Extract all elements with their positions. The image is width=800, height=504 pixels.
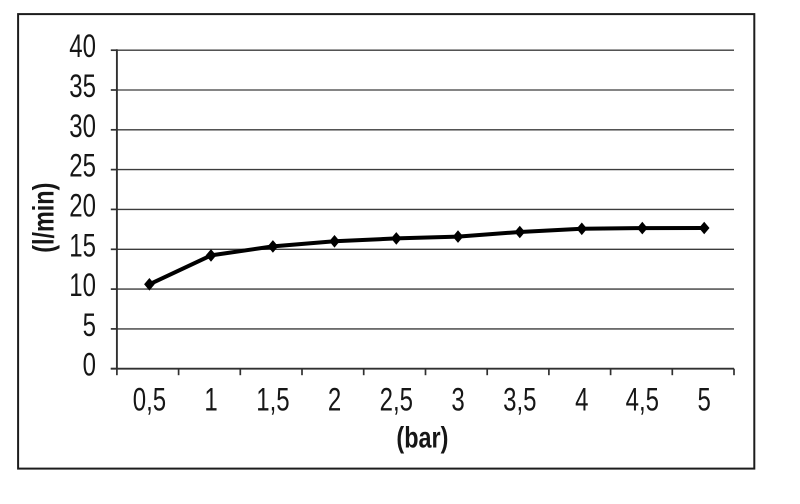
svg-text:0: 0 xyxy=(83,346,96,382)
svg-text:2: 2 xyxy=(328,381,341,417)
svg-text:5: 5 xyxy=(83,306,96,342)
svg-text:3: 3 xyxy=(451,381,464,417)
svg-text:40: 40 xyxy=(69,28,96,64)
svg-text:1: 1 xyxy=(204,381,217,417)
svg-text:0,5: 0,5 xyxy=(133,381,166,417)
svg-text:30: 30 xyxy=(69,107,96,143)
svg-text:15: 15 xyxy=(69,227,96,263)
svg-text:5: 5 xyxy=(698,381,711,417)
svg-text:3,5: 3,5 xyxy=(503,381,536,417)
svg-text:25: 25 xyxy=(69,147,96,183)
svg-text:(l/min): (l/min) xyxy=(27,183,60,253)
svg-text:4,5: 4,5 xyxy=(626,381,659,417)
svg-text:4: 4 xyxy=(575,381,588,417)
svg-text:2,5: 2,5 xyxy=(380,381,413,417)
svg-text:10: 10 xyxy=(69,267,96,303)
svg-text:(bar): (bar) xyxy=(396,421,448,454)
svg-text:1,5: 1,5 xyxy=(256,381,289,417)
svg-text:20: 20 xyxy=(69,187,96,223)
svg-text:35: 35 xyxy=(69,68,96,104)
